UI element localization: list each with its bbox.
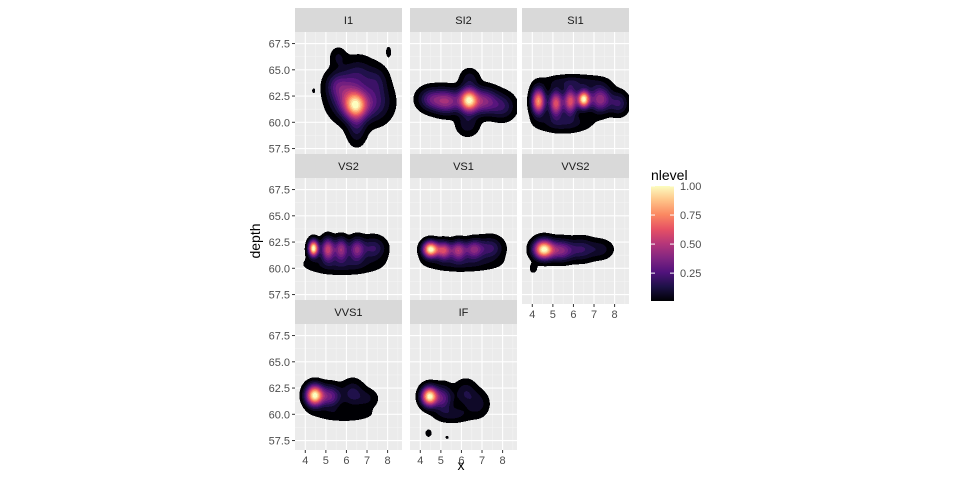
facet-strip-label: VVS2: [561, 161, 589, 173]
density-contour-vs1: [410, 178, 517, 304]
x-tick-label: 5: [550, 309, 556, 321]
y-tick-label: 65.0: [269, 357, 290, 369]
y-tick-label: 62.5: [269, 91, 290, 103]
density-contour-i1: [295, 32, 402, 158]
y-tick-label: 60.0: [269, 263, 290, 275]
facet-vvs1: VVS1: [295, 300, 402, 450]
x-tick-label: 7: [479, 455, 485, 467]
x-tick-label: 5: [438, 455, 444, 467]
y-tick-label: 67.5: [269, 331, 290, 343]
y-tick-label: 65.0: [269, 211, 290, 223]
density-contour-vvs1: [295, 324, 402, 450]
facet-strip-label: VVS1: [334, 307, 362, 319]
x-tick-label: 4: [529, 309, 535, 321]
x-tick-label: 4: [302, 455, 308, 467]
x-tick-label: 7: [364, 455, 370, 467]
facet-strip: [522, 154, 629, 178]
axes: 57.5 60.0 62.5 65.0 67.5 57.5 60.0 62.5 65.0 67.5…: [269, 39, 618, 467]
y-axis-title: depth: [247, 223, 263, 258]
legend-tick-label: 0.25: [680, 268, 701, 280]
y-tick-label: 65.0: [269, 65, 290, 77]
facet-strip: [295, 154, 402, 178]
x-tick-label: 6: [343, 455, 349, 467]
facet-strip-label: SI2: [455, 15, 472, 27]
y-tick-label: 62.5: [269, 383, 290, 395]
facet-strip-label: VS2: [338, 161, 359, 173]
facet-strip: [410, 154, 517, 178]
facet-strip-label: VS1: [453, 161, 474, 173]
facet-strip: [410, 8, 517, 32]
y-tick-label: 67.5: [269, 39, 290, 51]
legend-tick-label: 1.00: [680, 181, 701, 193]
facet-vs1: VS1: [410, 154, 517, 304]
facet-strip-label: IF: [459, 307, 469, 319]
density-contour-si1: [522, 32, 629, 158]
x-tick-label: 5: [323, 455, 329, 467]
y-tick-label: 67.5: [269, 185, 290, 197]
x-tick-label: 8: [385, 455, 391, 467]
facet-strip: [295, 8, 402, 32]
y-tick-label: 57.5: [269, 436, 290, 448]
facet-panels: I1 SI2 SI1 VS2 VS1 VVS2 VVS1 IF: [295, 8, 629, 450]
x-tick-label: 8: [500, 455, 506, 467]
facet-strip-label: I1: [344, 15, 353, 27]
density-contour-vvs2: [522, 178, 629, 304]
x-tick-label: 6: [570, 309, 576, 321]
facet-strip-label: SI1: [567, 15, 584, 27]
x-axis-title: x: [458, 457, 465, 473]
y-tick-label: 62.5: [269, 237, 290, 249]
legend: nlevel 1.00 0.75 0.50 0.25: [651, 167, 701, 301]
x-tick-label: 6: [458, 455, 464, 467]
x-tick-label: 7: [591, 309, 597, 321]
density-contour-si2: [410, 32, 517, 158]
facet-vvs2: VVS2: [522, 154, 629, 304]
y-tick-label: 60.0: [269, 409, 290, 421]
facet-strip: [522, 8, 629, 32]
facet-strip: [295, 300, 402, 324]
facet-i1: I1: [295, 8, 402, 158]
legend-title: nlevel: [651, 167, 688, 183]
density-contour-vs2: [295, 178, 402, 304]
y-tick-label: 60.0: [269, 117, 290, 129]
x-tick-label: 8: [612, 309, 618, 321]
facet-si1: SI1: [522, 8, 629, 158]
facet-strip: [410, 300, 517, 324]
legend-tick-label: 0.75: [680, 210, 701, 222]
legend-colorbar: [651, 186, 674, 301]
x-tick-label: 4: [417, 455, 423, 467]
y-tick-label: 57.5: [269, 290, 290, 302]
facet-si2: SI2: [410, 8, 517, 158]
y-tick-label: 57.5: [269, 144, 290, 156]
density-contour-if: [410, 324, 517, 450]
facet-if: IF: [410, 300, 517, 450]
facet-vs2: VS2: [295, 154, 402, 304]
legend-tick-label: 0.50: [680, 239, 701, 251]
